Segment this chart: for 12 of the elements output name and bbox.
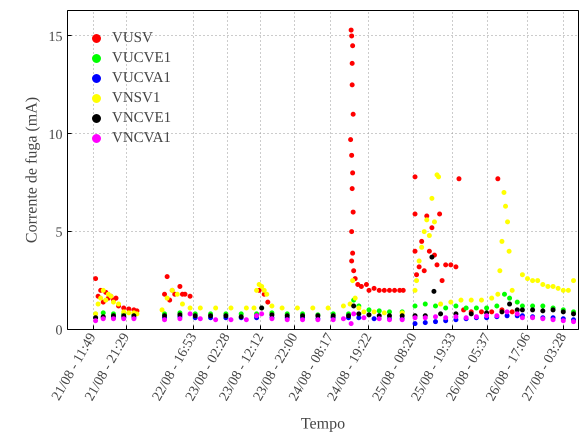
y-axis-title: Corrente de fuga (mA) [24, 96, 40, 244]
y-tick-label: 15 [48, 30, 62, 45]
legend-label: VNSV1 [112, 90, 160, 106]
y-tick-label: 10 [48, 128, 62, 143]
x-axis-title: Tempo [300, 415, 346, 432]
legend-label: VNCVE1 [112, 110, 172, 126]
legend-label: VUSV [112, 30, 153, 46]
legend-label: VNCVA1 [112, 130, 171, 146]
y-tick-label: 0 [56, 324, 62, 338]
legend-label: VUCVE1 [112, 50, 172, 66]
legend-label: VUCVA1 [112, 70, 171, 86]
y-tick-label: 5 [56, 226, 62, 241]
